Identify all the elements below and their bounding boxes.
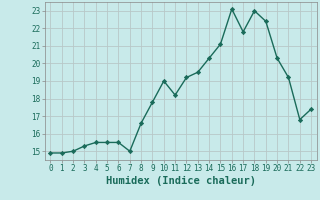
X-axis label: Humidex (Indice chaleur): Humidex (Indice chaleur)	[106, 176, 256, 186]
